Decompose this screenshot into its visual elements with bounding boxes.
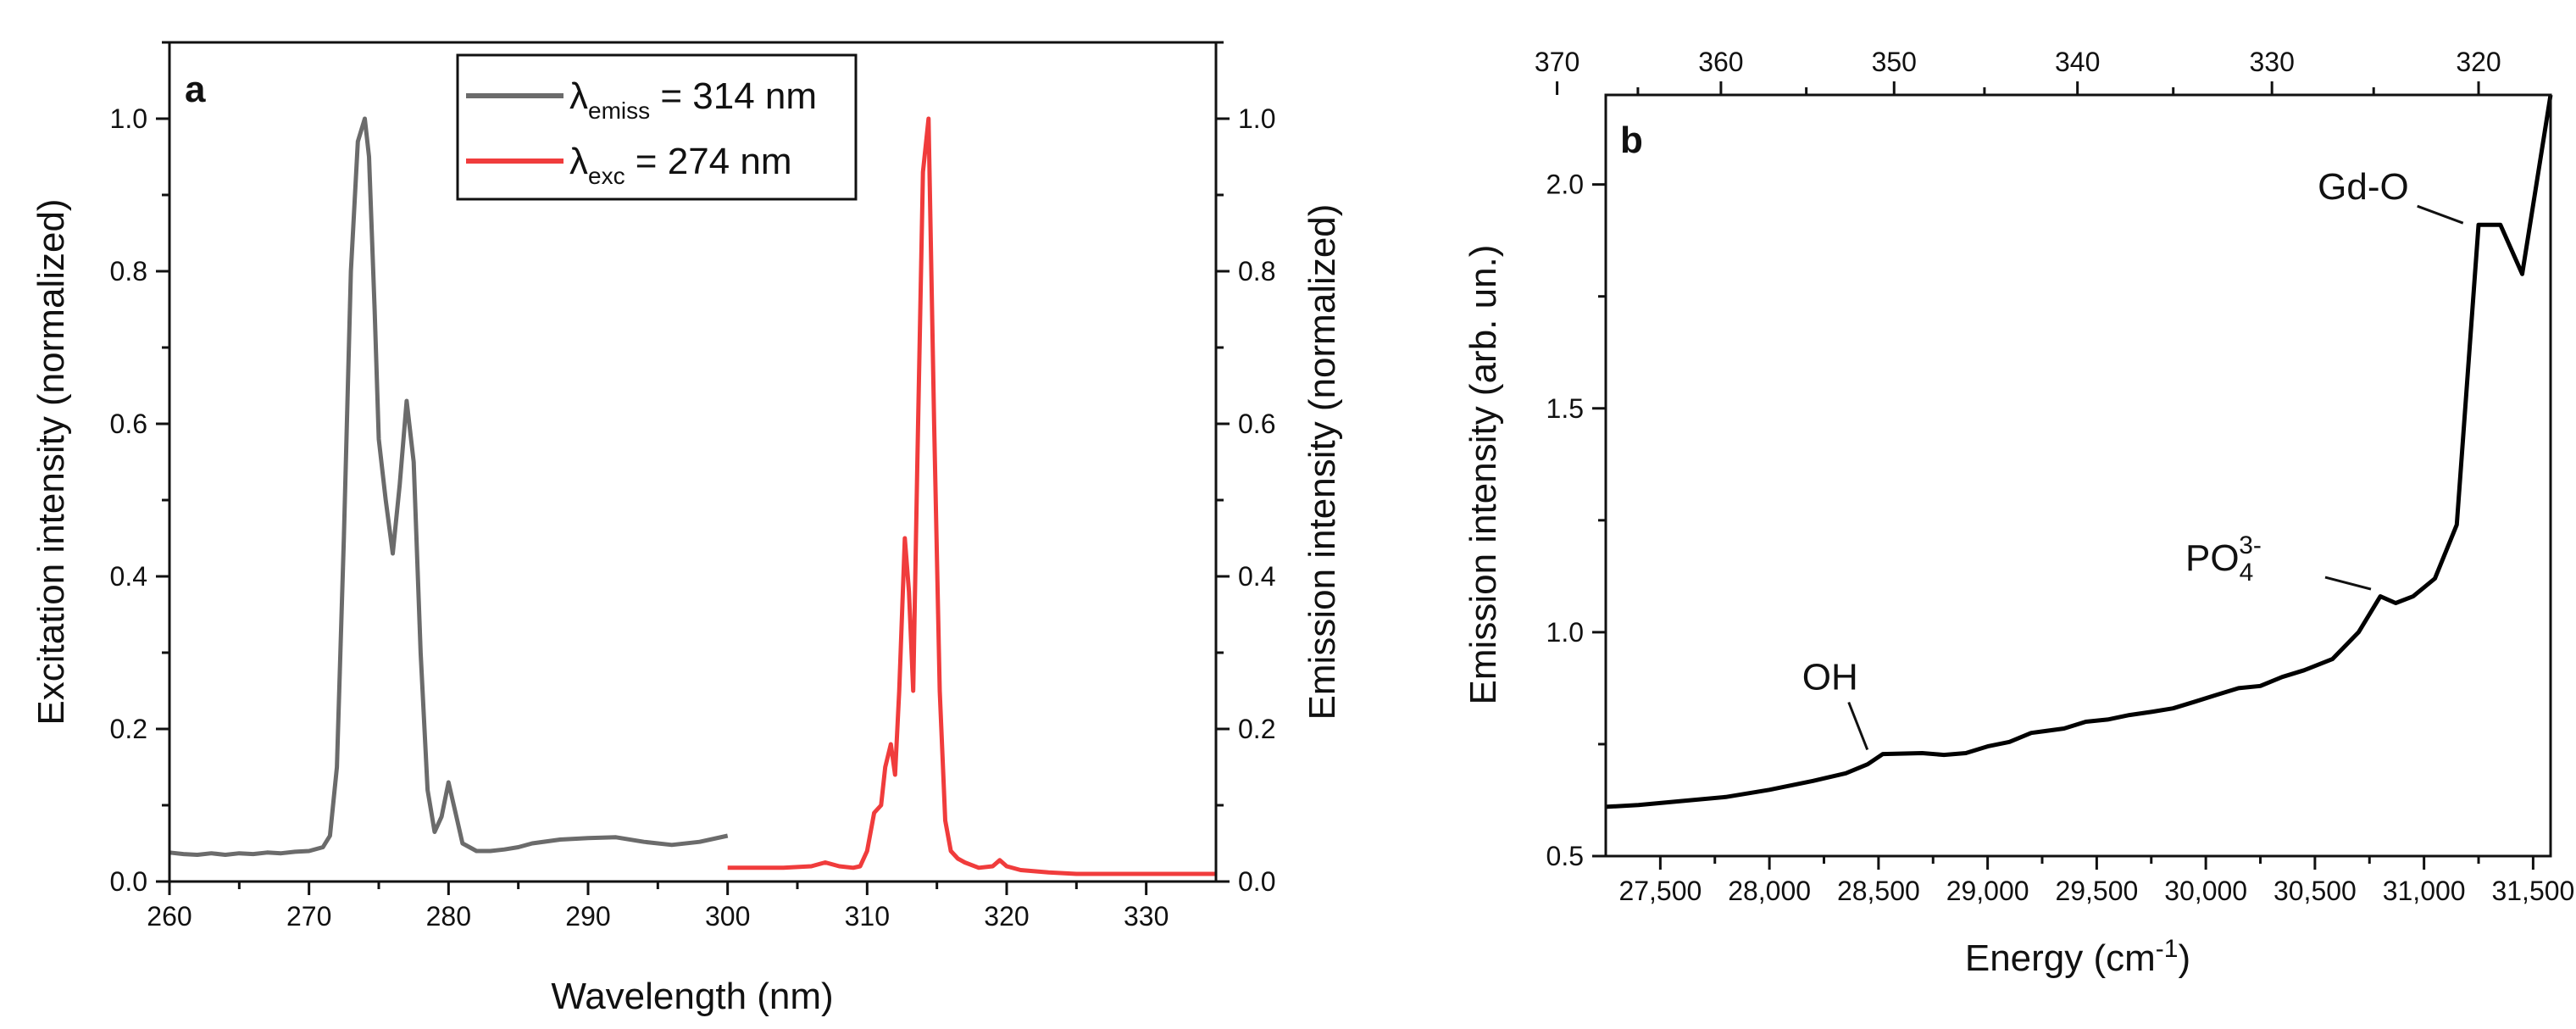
panel-a-ticks: 260 270 280 290 300 310 320 330 0.0 0.0 0.2 0.2 0.4 0… <box>110 41 1275 932</box>
x-tick-label: 27,500 <box>1618 876 1702 906</box>
y-tick-label-right: 0.2 <box>1238 714 1275 744</box>
panel-a-letter: a <box>185 69 206 110</box>
panel-a: 260 270 280 290 300 310 320 330 0.0 0.0 0.2 0.2 0.4 0… <box>31 41 1343 1017</box>
x-tick-label: 290 <box>565 901 610 932</box>
x-tick-label: 300 <box>705 901 750 932</box>
panel-a-series <box>169 116 1216 876</box>
top-axis-tick-label: 350 <box>1872 47 1917 77</box>
annotation-oh-leader <box>1847 701 1869 751</box>
y-tick-label: 1.0 <box>1546 617 1584 648</box>
top-axis-tick-label: 320 <box>2456 47 2501 77</box>
y-tick-label-right: 1.0 <box>1238 103 1275 134</box>
y-tick-label: 1.5 <box>1546 393 1584 424</box>
annotation-oh: OH <box>1802 657 1858 698</box>
y-tick-label-left: 0.8 <box>110 256 147 286</box>
y-tick-label: 2.0 <box>1546 170 1584 200</box>
panel-a-x-axis-title: Wavelength (nm) <box>551 976 833 1017</box>
panel-b-series <box>1605 94 2553 809</box>
top-axis-tick-label: 340 <box>2055 47 2100 77</box>
panel-a-right-y-axis-title: Emission intensity (normalized) <box>1302 204 1343 720</box>
panel-a-frame <box>168 41 1218 883</box>
annotation-po4-leader <box>2324 576 2372 591</box>
x-tick-label: 29,500 <box>2055 876 2138 906</box>
y-tick-label-right: 0.4 <box>1238 561 1275 592</box>
x-tick-label: 30,500 <box>2273 876 2357 906</box>
panel-b: 27,500 28,000 28,500 29,000 29,500 30,000 30,5… <box>1463 47 2574 979</box>
panel-a-legend: λemiss = 314 nm λexc = 274 nm <box>456 53 858 201</box>
top-axis-tick-label: 360 <box>1698 47 1743 77</box>
panel-b-y-axis-title: Emission intensity (arb. un.) <box>1463 245 1504 705</box>
x-tick-label: 310 <box>845 901 890 932</box>
y-tick-label-left: 0.6 <box>110 409 147 439</box>
x-tick-label: 31,000 <box>2383 876 2466 906</box>
legend-entry-excitation: λemiss = 314 nm <box>569 75 817 124</box>
annotation-gd-o: Gd-O <box>2318 166 2409 208</box>
y-tick-label-left: 0.4 <box>110 561 147 592</box>
x-tick-label: 260 <box>147 901 192 932</box>
panel-b-annotations: OH PO43- Gd-O <box>1802 166 2464 751</box>
panel-b-letter: b <box>1620 120 1643 161</box>
x-tick-label: 320 <box>984 901 1029 932</box>
panel-b-x-axis-title: Energy (cm-1) <box>1965 935 2190 979</box>
y-tick-label-right: 0.8 <box>1238 256 1275 286</box>
y-tick-label-right: 0.0 <box>1238 866 1275 897</box>
panel-b-frame <box>1604 93 2552 858</box>
top-axis-tick-label: 370 <box>1535 47 1579 77</box>
top-axis-tick-label: 330 <box>2249 47 2294 77</box>
legend-box <box>456 53 858 201</box>
x-tick-label: 270 <box>286 901 331 932</box>
series-line-excitation <box>169 116 729 857</box>
y-tick-label: 0.5 <box>1546 841 1584 871</box>
panel-a-left-y-axis-title: Excitation intensity (normalized) <box>31 198 72 725</box>
y-tick-label-left: 1.0 <box>110 103 147 134</box>
x-tick-label: 280 <box>426 901 471 932</box>
annotation-po4: PO43- <box>2185 531 2262 587</box>
annotation-gdo-leader <box>2417 204 2464 225</box>
y-tick-label-left: 0.0 <box>110 866 147 897</box>
x-tick-label: 28,500 <box>1837 876 1920 906</box>
y-tick-label-right: 0.6 <box>1238 409 1275 439</box>
series-line-emission <box>727 116 1216 876</box>
legend-entry-emission: λexc = 274 nm <box>569 141 791 189</box>
series-line-emission <box>1605 94 2553 809</box>
y-tick-label-left: 0.2 <box>110 714 147 744</box>
x-tick-label: 31,500 <box>2491 876 2574 906</box>
panel-b-ticks: 27,500 28,000 28,500 29,000 29,500 30,000 30,5… <box>1535 47 2574 906</box>
x-tick-label: 28,000 <box>1728 876 1811 906</box>
x-tick-label: 29,000 <box>1946 876 2029 906</box>
x-tick-label: 30,000 <box>2164 876 2247 906</box>
x-tick-label: 330 <box>1124 901 1169 932</box>
